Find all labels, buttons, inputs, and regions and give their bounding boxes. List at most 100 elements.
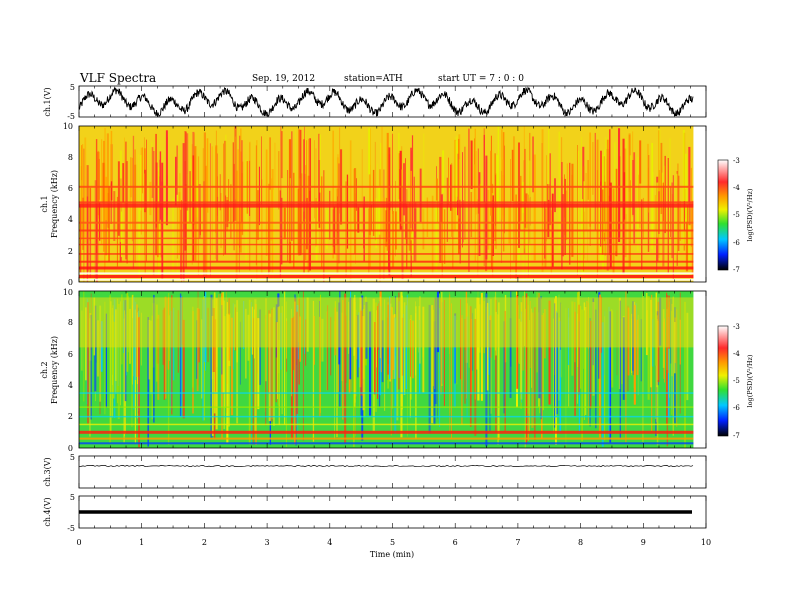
spectrogram-streak — [389, 210, 391, 261]
ch1-waveform-trace — [78, 86, 694, 118]
spectrogram-streak — [621, 318, 623, 385]
ytick-label: 8 — [68, 318, 73, 327]
spectrogram-streak — [442, 150, 445, 193]
spectrogram-streak — [639, 157, 641, 228]
spectrogram-streak — [410, 315, 412, 400]
spectrogram-streak — [104, 128, 106, 269]
spectrogram-streak — [419, 168, 422, 222]
spectrogram-streak — [95, 139, 98, 254]
spectrogram-streak — [548, 129, 550, 200]
spectrogram-streak — [439, 308, 441, 427]
spectrogram-streak — [654, 195, 657, 230]
spectrogram-streak — [83, 148, 85, 282]
spectrogram-streak — [522, 200, 524, 282]
spectrogram-streak — [307, 175, 310, 273]
spectrogram-streak — [522, 182, 524, 213]
xtick-label: 4 — [327, 538, 332, 547]
spectrogram-streak — [380, 143, 382, 229]
spectrogram-streak — [287, 170, 289, 262]
spectrogram-streak — [671, 182, 673, 259]
spectrogram-streak — [428, 304, 431, 434]
spectrogram-streak — [378, 185, 381, 235]
xtick-label: 5 — [390, 538, 395, 547]
spectrogram-streak — [342, 300, 344, 420]
spectrogram-streak — [372, 298, 375, 431]
spectrogram-streak — [237, 149, 240, 246]
spectrogram-streak — [562, 194, 565, 257]
spectrogram-streak — [400, 291, 403, 438]
spectrogram-streak — [361, 149, 363, 233]
spectrogram-streak — [392, 211, 395, 268]
spectrogram-streak — [663, 205, 665, 231]
spectrogram-streak — [448, 157, 449, 206]
spectrogram-streak — [99, 305, 102, 402]
ylabel-frequency: Frequency (kHz) — [50, 170, 59, 238]
ch1-spectrogram-image — [79, 126, 706, 282]
spectrogram-streak — [171, 295, 173, 415]
xaxis-label: Time (min) — [370, 550, 414, 559]
spectrogram-streak — [261, 179, 263, 274]
spectrogram-streak — [438, 314, 440, 405]
colorbar-tick: -3 — [733, 323, 740, 331]
spectrogram-streak — [363, 205, 365, 249]
spectrogram-streak — [595, 309, 597, 429]
spectrogram-streak — [556, 312, 558, 415]
spectrogram-streak — [667, 158, 669, 273]
spectrogram-streak — [565, 190, 568, 241]
spectrogram-streak — [639, 140, 642, 184]
colorbar-tick: -5 — [733, 377, 740, 385]
spectrogram-streak — [439, 156, 442, 263]
spectrogram-band — [79, 423, 694, 426]
spectrogram-streak — [137, 312, 138, 419]
panel-ch1-spectrogram: 0 2 4 6 8 10 ch.1 Frequency (kHz) -3 -4 … — [40, 122, 754, 287]
spectrogram-streak — [356, 178, 357, 211]
ylabel-ch3-volts: ch.3(V) — [43, 457, 52, 486]
ytick-label: 5 — [70, 453, 75, 462]
spectrogram-streak — [670, 186, 671, 237]
spectrogram-band — [79, 392, 694, 394]
spectrogram-streak — [268, 183, 270, 268]
spectrogram-streak — [294, 301, 297, 445]
spectrogram-streak — [113, 191, 116, 241]
spectrogram-streak — [625, 138, 627, 215]
spectrogram-band — [79, 442, 694, 445]
spectrogram-streak — [611, 310, 614, 388]
spectrogram-streak — [587, 179, 588, 263]
spectrogram-streak — [329, 190, 331, 240]
spectrogram-streak — [185, 131, 187, 269]
ytick-label: 5 — [70, 493, 75, 502]
spectrogram-streak — [339, 291, 341, 407]
spectrogram-streak — [403, 163, 406, 216]
time-tick-marks — [78, 86, 707, 528]
spectrogram-streak — [558, 131, 560, 251]
spectrogram-streak — [402, 314, 404, 396]
spectrogram-band — [79, 272, 694, 275]
spectrogram-streak — [291, 308, 292, 397]
spectrogram-streak — [254, 299, 257, 432]
spectrogram-streak — [549, 153, 551, 226]
spectrogram-streak — [463, 200, 464, 243]
spectrogram-streak — [443, 209, 446, 264]
spectrogram-streak — [672, 296, 674, 436]
spectrogram-streak — [109, 295, 111, 443]
spectrogram-streak — [223, 300, 226, 430]
spectrogram-streak — [475, 151, 477, 215]
spectrogram-streak — [239, 321, 241, 385]
spectrogram-streak — [270, 178, 273, 241]
spectrogram-streak — [667, 317, 670, 418]
spectrogram-streak — [422, 306, 425, 393]
spectrogram-streak — [211, 146, 213, 255]
spectrogram-streak — [462, 152, 463, 248]
spectrogram-streak — [407, 301, 408, 437]
spectrogram-streak — [315, 148, 317, 247]
spectrogram-streak — [90, 314, 92, 420]
spectrogram-streak — [112, 321, 115, 399]
spectrogram-streak — [278, 306, 280, 426]
spectrogram-streak — [679, 200, 681, 241]
spectrogram-streak — [110, 301, 112, 434]
spectrogram-streak — [374, 322, 376, 395]
spectrogram-streak — [346, 174, 349, 249]
spectrogram-band — [79, 253, 694, 255]
spectrogram-streak — [490, 150, 493, 216]
spectrogram-streak — [186, 133, 189, 211]
